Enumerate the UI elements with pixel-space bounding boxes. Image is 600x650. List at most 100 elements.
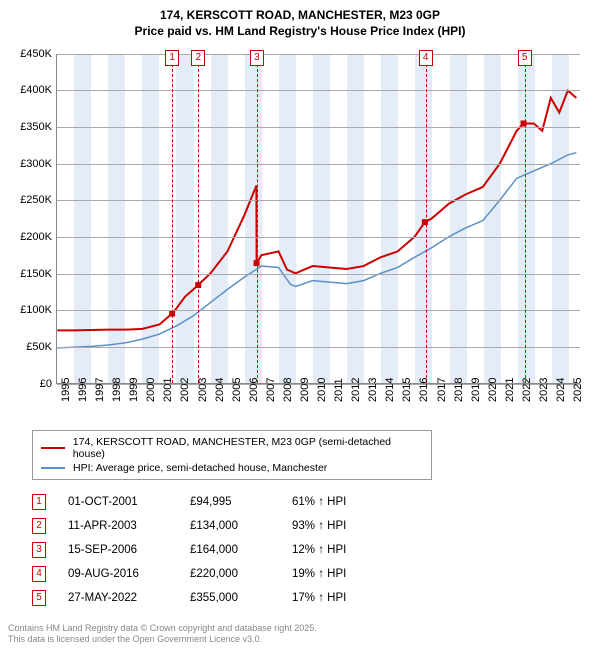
- marker-vline: [172, 54, 173, 383]
- x-axis-label: 2013: [367, 377, 379, 401]
- x-axis-label: 2018: [453, 377, 465, 401]
- x-axis-label: 2009: [299, 377, 311, 401]
- x-axis-label: 2023: [538, 377, 550, 401]
- gridline: [57, 127, 580, 128]
- sale-delta: 17% ↑ HPI: [292, 592, 382, 604]
- gridline: [57, 237, 580, 238]
- x-axis-label: 2014: [384, 377, 396, 401]
- sale-price: £220,000: [190, 568, 270, 580]
- x-axis-label: 2021: [504, 377, 516, 401]
- y-axis-label: £450K: [8, 48, 52, 60]
- series-line: [57, 152, 576, 347]
- x-axis-label: 1997: [94, 377, 106, 401]
- sale-delta: 19% ↑ HPI: [292, 568, 382, 580]
- legend-label: HPI: Average price, semi-detached house,…: [73, 462, 327, 474]
- line-series: [57, 54, 580, 383]
- footer-line2: This data is licensed under the Open Gov…: [8, 634, 317, 646]
- footer-attribution: Contains HM Land Registry data © Crown c…: [8, 623, 317, 646]
- y-axis-label: £150K: [8, 268, 52, 280]
- page-subtitle: Price paid vs. HM Land Registry's House …: [8, 24, 592, 38]
- marker-box: 2: [191, 50, 205, 66]
- y-axis-label: £0: [8, 378, 52, 390]
- sale-price: £94,995: [190, 496, 270, 508]
- x-axis-label: 2022: [521, 377, 533, 401]
- page-title: 174, KERSCOTT ROAD, MANCHESTER, M23 0GP: [8, 8, 592, 24]
- x-axis-label: 2012: [350, 377, 362, 401]
- x-axis-label: 2010: [316, 377, 328, 401]
- y-axis-label: £200K: [8, 231, 52, 243]
- x-axis-label: 2015: [401, 377, 413, 401]
- chart: 12345 £0 £50K £100K £150K £200K £250K £300K £35…: [10, 44, 590, 424]
- sales-table: 1 01-OCT-2001 £94,995 61% ↑ HPI 2 11-APR-2003…: [32, 490, 592, 610]
- x-axis-label: 2007: [265, 377, 277, 401]
- sale-marker: 3: [32, 542, 46, 558]
- sale-price: £355,000: [190, 592, 270, 604]
- sale-delta: 93% ↑ HPI: [292, 520, 382, 532]
- y-axis-label: £300K: [8, 158, 52, 170]
- sale-row: 5 27-MAY-2022 £355,000 17% ↑ HPI: [32, 586, 592, 610]
- marker-vline: [525, 54, 526, 383]
- x-axis-label: 2011: [333, 378, 345, 402]
- sale-price: £134,000: [190, 520, 270, 532]
- gridline: [57, 347, 580, 348]
- sale-row: 4 09-AUG-2016 £220,000 19% ↑ HPI: [32, 562, 592, 586]
- marker-vline: [198, 54, 199, 383]
- x-axis-label: 2019: [470, 377, 482, 401]
- sale-delta: 12% ↑ HPI: [292, 544, 382, 556]
- sale-marker: 1: [32, 494, 46, 510]
- sale-row: 1 01-OCT-2001 £94,995 61% ↑ HPI: [32, 490, 592, 514]
- marker-box: 4: [419, 50, 433, 66]
- legend-item: HPI: Average price, semi-detached house,…: [41, 461, 423, 475]
- x-axis-label: 1996: [77, 377, 89, 401]
- sale-marker: 5: [32, 590, 46, 606]
- x-axis-label: 2003: [197, 377, 209, 401]
- x-axis-label: 2016: [418, 377, 430, 401]
- plot-area: 12345: [56, 54, 580, 384]
- y-axis-label: £350K: [8, 121, 52, 133]
- x-axis-label: 2017: [436, 377, 448, 401]
- x-axis-label: 1995: [60, 377, 72, 401]
- footer-line1: Contains HM Land Registry data © Crown c…: [8, 623, 317, 635]
- x-axis-label: 2004: [214, 377, 226, 401]
- sale-price: £164,000: [190, 544, 270, 556]
- x-axis-label: 2006: [248, 377, 260, 401]
- x-axis-label: 1999: [128, 377, 140, 401]
- x-axis-label: 2025: [572, 377, 584, 401]
- legend: 174, KERSCOTT ROAD, MANCHESTER, M23 0GP …: [32, 430, 432, 480]
- sale-date: 09-AUG-2016: [68, 568, 168, 580]
- sale-date: 01-OCT-2001: [68, 496, 168, 508]
- y-axis-label: £100K: [8, 304, 52, 316]
- gridline: [57, 90, 580, 91]
- gridline: [57, 274, 580, 275]
- gridline: [57, 200, 580, 201]
- gridline: [57, 54, 580, 55]
- sale-row: 3 15-SEP-2006 £164,000 12% ↑ HPI: [32, 538, 592, 562]
- gridline: [57, 310, 580, 311]
- legend-swatch: [41, 467, 65, 469]
- sale-marker: 2: [32, 518, 46, 534]
- y-axis-label: £250K: [8, 194, 52, 206]
- sale-date: 15-SEP-2006: [68, 544, 168, 556]
- x-axis-label: 2000: [145, 377, 157, 401]
- sale-date: 11-APR-2003: [68, 520, 168, 532]
- marker-box: 3: [250, 50, 264, 66]
- y-axis-label: £400K: [8, 84, 52, 96]
- sale-date: 27-MAY-2022: [68, 592, 168, 604]
- x-axis-label: 1998: [111, 377, 123, 401]
- x-axis-label: 2005: [231, 377, 243, 401]
- marker-vline: [426, 54, 427, 383]
- legend-item: 174, KERSCOTT ROAD, MANCHESTER, M23 0GP …: [41, 435, 423, 461]
- sale-marker: 4: [32, 566, 46, 582]
- legend-swatch: [41, 447, 65, 449]
- legend-label: 174, KERSCOTT ROAD, MANCHESTER, M23 0GP …: [73, 436, 423, 460]
- sale-delta: 61% ↑ HPI: [292, 496, 382, 508]
- sale-row: 2 11-APR-2003 £134,000 93% ↑ HPI: [32, 514, 592, 538]
- y-axis-label: £50K: [8, 341, 52, 353]
- x-axis-label: 2024: [555, 377, 567, 401]
- marker-vline: [257, 54, 258, 383]
- x-axis-label: 2002: [179, 377, 191, 401]
- gridline: [57, 164, 580, 165]
- marker-box: 5: [518, 50, 532, 66]
- x-axis-label: 2020: [487, 377, 499, 401]
- x-axis-label: 2001: [162, 377, 174, 401]
